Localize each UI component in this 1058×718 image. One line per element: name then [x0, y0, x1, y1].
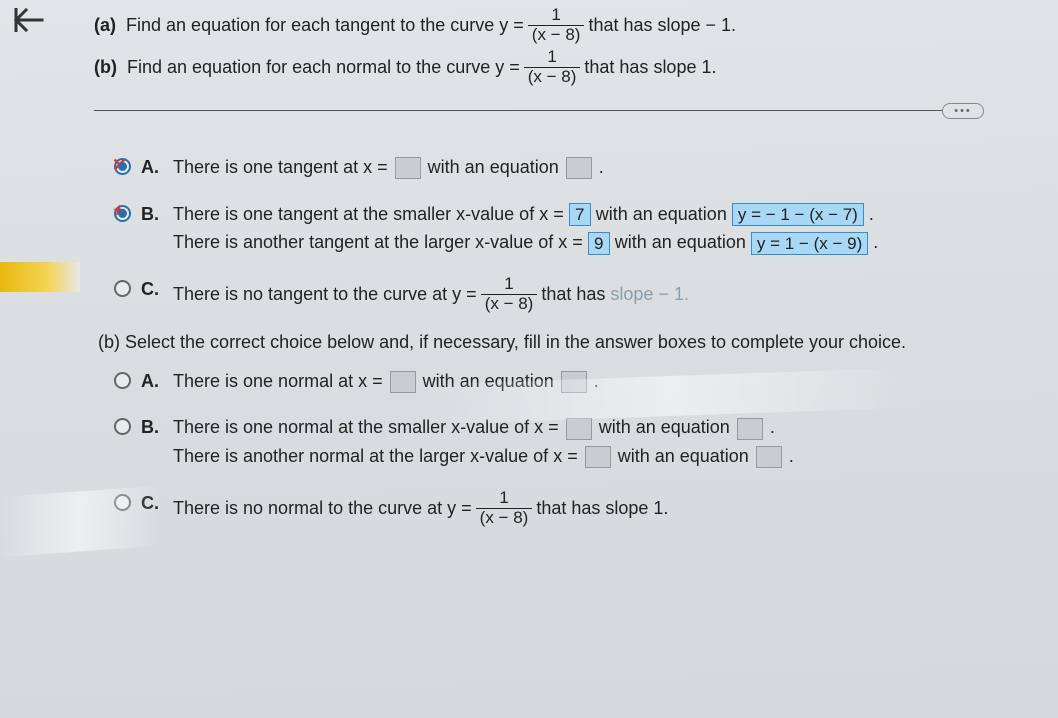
part-a-prompt: (a) Find an equation for each tangent to… [94, 6, 1044, 44]
part-a-options: A. There is one tangent at x = with an e… [94, 153, 1044, 314]
part-b-text-2: that has slope 1. [584, 54, 716, 81]
back-icon[interactable] [14, 6, 44, 41]
blank-input[interactable] [566, 157, 592, 179]
part-a-text-1: Find an equation for each tangent to the… [126, 12, 524, 39]
blank-input[interactable] [561, 371, 587, 393]
option-a-C[interactable]: C. There is no tangent to the curve at y… [114, 275, 1044, 313]
label-bA: A. [141, 367, 163, 396]
fraction-a: 1 (x − 8) [528, 6, 585, 44]
option-b-C[interactable]: C. There is no normal to the curve at y … [114, 489, 1044, 527]
part-b-prompt: (b) Find an equation for each normal to … [94, 48, 1044, 86]
part-label-b: (b) [94, 54, 117, 81]
label-aB: B. [141, 200, 163, 229]
radio-bC[interactable] [114, 494, 131, 511]
problem-content: (a) Find an equation for each tangent to… [94, 6, 1044, 545]
blank-input[interactable] [585, 446, 611, 468]
blank-input[interactable] [390, 371, 416, 393]
text-bB: There is one normal at the smaller x-val… [173, 413, 1044, 471]
radio-aB[interactable] [114, 205, 131, 222]
label-bC: C. [141, 489, 163, 518]
filled-input[interactable]: y = − 1 − (x − 7) [732, 203, 864, 226]
fraction-bc: 1 (x − 8) [476, 489, 533, 527]
divider-line [94, 110, 950, 111]
divider-row: ••• [94, 103, 1044, 119]
text-bC: There is no normal to the curve at y = 1… [173, 489, 1044, 527]
option-b-A[interactable]: A. There is one normal at x = with an eq… [114, 367, 1044, 396]
text-aB: There is one tangent at the smaller x-va… [173, 200, 1044, 258]
option-b-B[interactable]: B. There is one normal at the smaller x-… [114, 413, 1044, 471]
radio-bA[interactable] [114, 372, 131, 389]
part-b-text-1: Find an equation for each normal to the … [127, 54, 520, 81]
blank-input[interactable] [756, 446, 782, 468]
part-b-options: A. There is one normal at x = with an eq… [94, 367, 1044, 528]
filled-input[interactable]: y = 1 − (x − 9) [751, 232, 868, 255]
radio-aA[interactable] [114, 158, 131, 175]
filled-input[interactable]: 9 [588, 232, 610, 255]
more-button[interactable]: ••• [942, 103, 984, 119]
part-b-instruction: (b) Select the correct choice below and,… [98, 332, 1044, 353]
label-aA: A. [141, 153, 163, 182]
blank-input[interactable] [737, 418, 763, 440]
option-a-A[interactable]: A. There is one tangent at x = with an e… [114, 153, 1044, 182]
text-aC: There is no tangent to the curve at y = … [173, 275, 1044, 313]
part-label-a: (a) [94, 12, 116, 39]
text-aA: There is one tangent at x = with an equa… [173, 153, 1044, 182]
radio-bB[interactable] [114, 418, 131, 435]
text-bA: There is one normal at x = with an equat… [173, 367, 1044, 396]
label-aC: C. [141, 275, 163, 304]
filled-input[interactable]: 7 [569, 203, 591, 226]
blank-input[interactable] [566, 418, 592, 440]
radio-aC[interactable] [114, 280, 131, 297]
fraction-c: 1 (x − 8) [481, 275, 538, 313]
blank-input[interactable] [395, 157, 421, 179]
fraction-b: 1 (x − 8) [524, 48, 581, 86]
option-a-B[interactable]: B. There is one tangent at the smaller x… [114, 200, 1044, 258]
label-bB: B. [141, 413, 163, 442]
part-a-text-2: that has slope − 1. [588, 12, 736, 39]
side-highlight [0, 262, 80, 292]
